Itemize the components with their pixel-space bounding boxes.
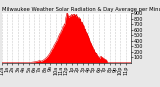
Text: Milwaukee Weather Solar Radiation & Day Average per Minute W/m2 (Today): Milwaukee Weather Solar Radiation & Day … bbox=[2, 7, 160, 12]
